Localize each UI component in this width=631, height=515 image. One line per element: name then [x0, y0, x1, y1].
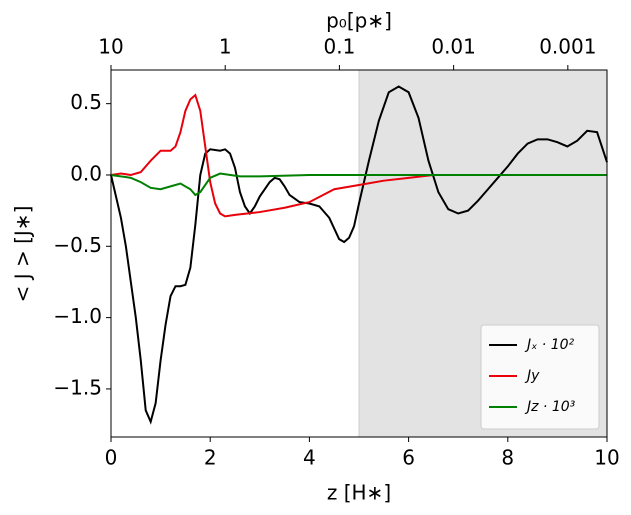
- legend-box: [480, 324, 600, 430]
- x2-tick-label: 10: [98, 35, 123, 59]
- y-axis-label: < J > [J∗]: [11, 206, 35, 303]
- y-tick-label: 0.0: [70, 161, 102, 185]
- x2-tick-label: 0.001: [539, 35, 596, 59]
- y-tick-label: −1.0: [53, 304, 102, 328]
- y-tick-label: 0.5: [70, 90, 102, 114]
- x2-tick-label: 0.1: [324, 35, 356, 59]
- line-series: [110, 93, 607, 218]
- line-series: [110, 85, 608, 425]
- x-axis-label: z [H∗]: [327, 481, 391, 505]
- x-tick-label: 10: [594, 446, 619, 470]
- plot-frame: [110, 69, 608, 438]
- x-tick-label: 2: [204, 446, 217, 470]
- y-tick-label: −1.5: [53, 375, 102, 399]
- legend-label: Jz · 10³: [524, 399, 576, 415]
- x2-tick-label: 1: [219, 35, 232, 59]
- y-tick-label: −0.5: [53, 233, 102, 257]
- line-series: [110, 172, 607, 197]
- legend-label: Jₓ · 10²: [524, 337, 575, 353]
- x-tick-label: 8: [501, 446, 514, 470]
- legend-label: Jy: [524, 368, 540, 384]
- x-tick-label: 6: [402, 446, 415, 470]
- x-tick-label: 4: [303, 446, 316, 470]
- x2-tick-label: 0.01: [431, 35, 476, 59]
- x-tick-label: 0: [105, 446, 118, 470]
- x2-axis-label: p₀[p∗]: [326, 9, 392, 33]
